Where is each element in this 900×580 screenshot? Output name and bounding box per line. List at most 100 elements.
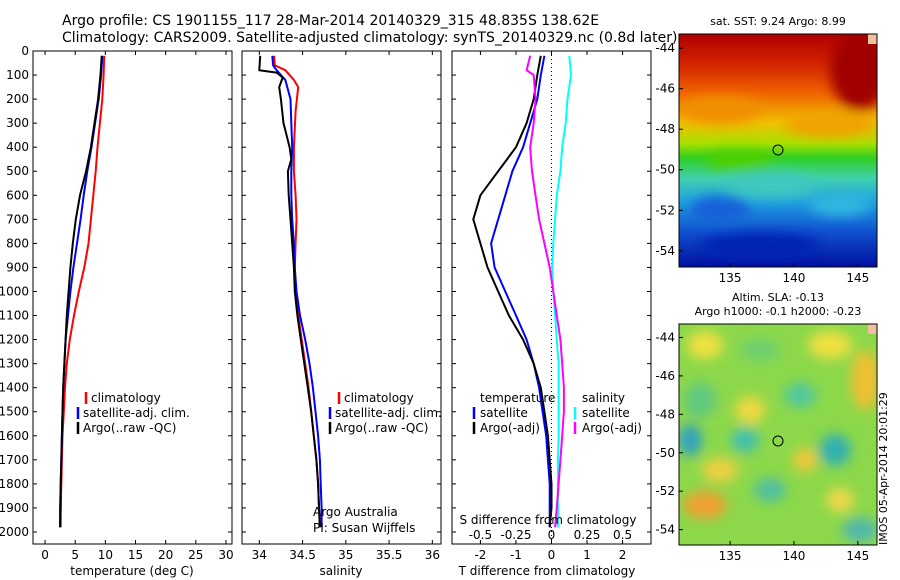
temperature-xlabel: temperature (deg C) bbox=[70, 564, 193, 578]
diff-legend-title-temperature: temperature bbox=[480, 391, 555, 405]
xtick-label: 10 bbox=[98, 548, 113, 562]
s-diff-tick-label: -0.25 bbox=[500, 528, 531, 542]
xtick-label: 0 bbox=[41, 548, 49, 562]
sla-map-frame bbox=[678, 323, 878, 546]
series-line-red bbox=[59, 55, 106, 528]
map-xtick-label: 135 bbox=[719, 271, 742, 285]
sst-map-frame bbox=[678, 33, 878, 268]
s-diff-tick-label: -0.5 bbox=[469, 528, 492, 542]
map-xtick-label: 140 bbox=[783, 271, 806, 285]
xtick-label: 1 bbox=[583, 548, 591, 562]
series-line-blue bbox=[59, 55, 104, 528]
s-diff-tick-label: 0 bbox=[548, 528, 556, 542]
map-xtick-label: 145 bbox=[846, 271, 869, 285]
map-ytick-label: -52 bbox=[655, 484, 675, 498]
ytick-label: 900 bbox=[6, 260, 29, 274]
temp-legend-climatology: climatology bbox=[91, 391, 161, 405]
xtick-label: 34 bbox=[252, 548, 267, 562]
ytick-label: 1800 bbox=[0, 477, 29, 491]
sla-map bbox=[679, 324, 877, 545]
series-line-blue bbox=[490, 55, 551, 528]
map-ytick-label: -46 bbox=[655, 369, 675, 383]
difference-legend: temperature salinity satellite Argo(-adj… bbox=[472, 391, 642, 435]
imos-timestamp: IMOS 05-Apr-2014 20:01:29 bbox=[877, 392, 890, 545]
map-ytick-label: -50 bbox=[655, 163, 675, 177]
salinity-plot: 34 34.5 35 35.5 36 bbox=[242, 50, 441, 562]
title-line-2: Climatology: CARS2009. Satellite-adjuste… bbox=[62, 30, 678, 46]
pi-label: PI: Susan Wijffels bbox=[313, 521, 415, 535]
salinity-xlabel: salinity bbox=[319, 564, 362, 578]
title-line-1: Argo profile: CS 1901155_117 28-Mar-2014… bbox=[62, 13, 600, 29]
sal-legend-argo: Argo(..raw -QC) bbox=[335, 421, 428, 435]
xtick-label: 25 bbox=[188, 548, 203, 562]
diff-legend-temp-argo: Argo(-adj) bbox=[480, 421, 540, 435]
xtick-label: 20 bbox=[158, 548, 173, 562]
s-diff-tick-label: 0.25 bbox=[574, 528, 601, 542]
sla-argo-marker bbox=[772, 435, 784, 447]
ytick-label: 1200 bbox=[0, 333, 29, 347]
sla-map-title-2: Argo h1000: -0.1 h2000: -0.23 bbox=[695, 305, 862, 318]
difference-plot: -2 -1 0 1 2 -0.5 -0.25 0 0.25 0.5 bbox=[452, 50, 651, 562]
ytick-label: 100 bbox=[6, 68, 29, 82]
ytick-label: 200 bbox=[6, 92, 29, 106]
difference-top-label: S difference from climatology bbox=[460, 513, 637, 527]
diff-legend-title-salinity: salinity bbox=[582, 391, 625, 405]
series-line-black bbox=[472, 55, 553, 528]
difference-xlabel: T difference from climatology bbox=[458, 564, 636, 578]
xtick-label: 5 bbox=[71, 548, 79, 562]
map-ytick-label: -48 bbox=[655, 122, 675, 136]
sla-map-title-1: Altim. SLA: -0.13 bbox=[732, 291, 824, 304]
xtick-label: 35 bbox=[338, 548, 353, 562]
ytick-label: 1100 bbox=[0, 309, 29, 323]
map-xtick-label: 140 bbox=[783, 549, 806, 563]
series-line-black bbox=[258, 55, 321, 528]
ytick-label: 1600 bbox=[0, 429, 29, 443]
map-ytick-label: -54 bbox=[655, 244, 675, 258]
map-ytick-label: -54 bbox=[655, 523, 675, 537]
salinity-panel-frame bbox=[241, 50, 442, 545]
xtick-label: 35.5 bbox=[376, 548, 403, 562]
diff-legend-sal-argo: Argo(-adj) bbox=[582, 421, 642, 435]
map-xtick-label: 135 bbox=[719, 549, 742, 563]
xtick-label: 30 bbox=[218, 548, 233, 562]
sal-legend-climatology: climatology bbox=[344, 391, 414, 405]
sal-legend-satellite: satellite-adj. clim. bbox=[335, 406, 442, 420]
sst-map bbox=[679, 34, 877, 267]
temperature-legend: climatology satellite-adj. clim. Argo(..… bbox=[76, 391, 190, 435]
xtick-label: 2 bbox=[619, 548, 627, 562]
sst-map-ticks: 135 140 145 -44 -46 -48 -50 -52 -54 bbox=[655, 41, 869, 285]
ytick-label: 1300 bbox=[0, 357, 29, 371]
ytick-label: 500 bbox=[6, 164, 29, 178]
map-xtick-label: 145 bbox=[846, 549, 869, 563]
ytick-label: 0 bbox=[21, 44, 29, 58]
sst-map-texture bbox=[680, 34, 877, 257]
map-ytick-label: -46 bbox=[655, 82, 675, 96]
temperature-plot: 0 5 10 15 20 25 300100200300400500600700800900… bbox=[0, 44, 234, 562]
xtick-label: 15 bbox=[128, 548, 143, 562]
map-ytick-label: -44 bbox=[655, 330, 675, 344]
ytick-label: 800 bbox=[6, 236, 29, 250]
sla-map-texture bbox=[679, 331, 877, 542]
ytick-label: 400 bbox=[6, 140, 29, 154]
ytick-label: 600 bbox=[6, 188, 29, 202]
xtick-label: 34.5 bbox=[289, 548, 316, 562]
diff-legend-temp-satellite: satellite bbox=[480, 406, 528, 420]
map-ytick-label: -44 bbox=[655, 41, 675, 55]
diff-legend-sal-satellite: satellite bbox=[582, 406, 630, 420]
salinity-legend: climatology satellite-adj. clim. Argo(..… bbox=[328, 391, 442, 435]
map-ytick-label: -50 bbox=[655, 446, 675, 460]
ytick-label: 1900 bbox=[0, 501, 29, 515]
map-ytick-label: -52 bbox=[655, 203, 675, 217]
xtick-label: 0 bbox=[548, 548, 556, 562]
temperature-panel-frame bbox=[32, 50, 233, 545]
ytick-label: 1500 bbox=[0, 405, 29, 419]
temp-legend-satellite: satellite-adj. clim. bbox=[83, 406, 190, 420]
map-ytick-label: -48 bbox=[655, 407, 675, 421]
series-line-blue bbox=[271, 55, 323, 528]
sst-argo-marker bbox=[772, 144, 784, 156]
argo-australia-label: Argo Australia bbox=[313, 505, 398, 519]
series-line-black bbox=[59, 55, 103, 528]
sla-map-ticks: 135 140 145 -44 -46 -48 -50 -52 -54 bbox=[655, 330, 869, 563]
difference-panel-frame bbox=[451, 50, 652, 545]
